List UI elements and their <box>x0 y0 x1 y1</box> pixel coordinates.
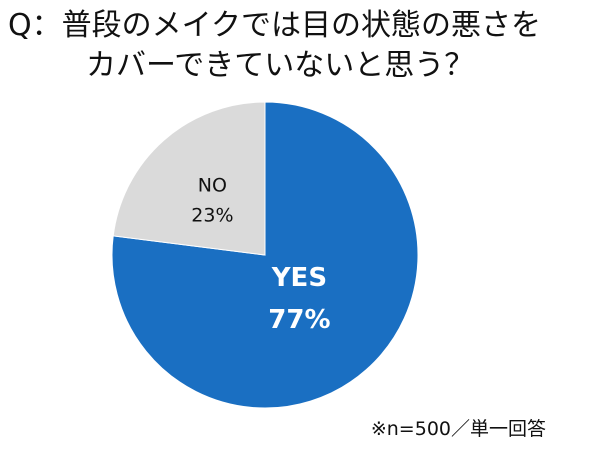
pie-label-no: NO <box>198 174 227 196</box>
pie-value-no: 23% <box>191 204 233 226</box>
chart-title: Q：普段のメイクでは目の状態の悪さを カバーできていないと思う？ <box>8 6 541 86</box>
pie-value-yes: 77% <box>268 305 330 335</box>
chart-title-line-2: カバーできていないと思う？ <box>86 48 475 83</box>
sample-note: ※n=500／単一回答 <box>370 418 546 440</box>
chart-title-line-1: Q：普段のメイクでは目の状態の悪さを <box>8 8 542 43</box>
pie-slice-no <box>112 101 266 256</box>
pie-slice-yes <box>111 101 419 409</box>
pie-label-yes: YES <box>271 263 327 293</box>
